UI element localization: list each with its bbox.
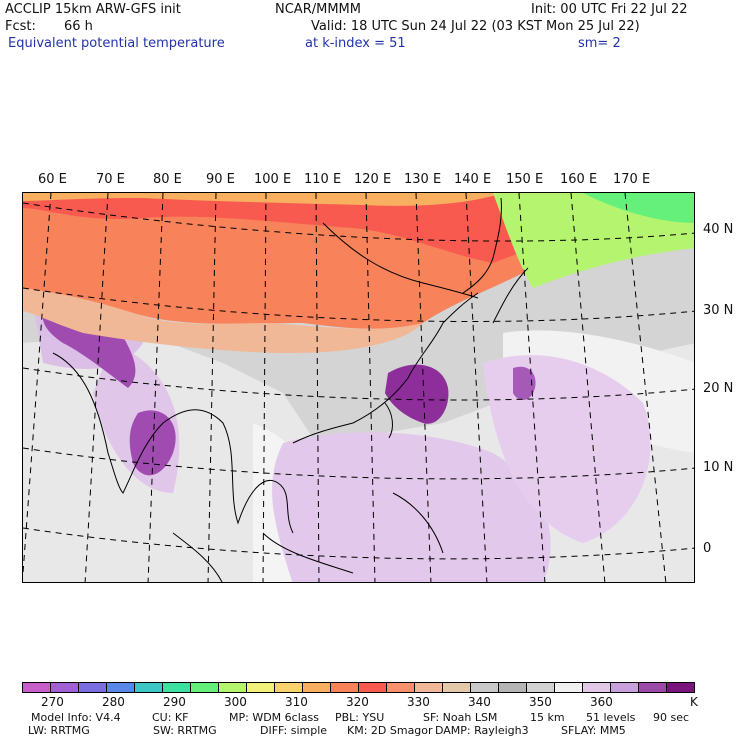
lon-label: 160 E bbox=[560, 172, 598, 187]
valid-time: Valid: 18 UTC Sun 24 Jul 22 (03 KST Mon … bbox=[311, 19, 640, 34]
colorbar-swatch bbox=[387, 683, 415, 692]
colorbar-tick: 270 bbox=[41, 695, 64, 709]
colorbar-swatch bbox=[107, 683, 135, 692]
colorbar-unit: K bbox=[690, 695, 698, 709]
colorbar-swatch bbox=[135, 683, 163, 692]
colorbar-swatch bbox=[471, 683, 499, 692]
colorbar-swatch bbox=[359, 683, 387, 692]
model-info-item: 15 km bbox=[530, 711, 565, 724]
colorbar-swatch bbox=[275, 683, 303, 692]
colorbar-tick: 350 bbox=[529, 695, 552, 709]
field-lavender-region bbox=[483, 355, 651, 543]
field-purple-max bbox=[129, 410, 176, 476]
lat-label: 40 N bbox=[703, 222, 734, 237]
colorbar-swatch bbox=[219, 683, 247, 692]
colorbar-swatch bbox=[303, 683, 331, 692]
init-time: Init: 00 UTC Fri 22 Jul 22 bbox=[531, 2, 688, 17]
lon-label: 60 E bbox=[38, 172, 67, 187]
lon-label: 120 E bbox=[354, 172, 392, 187]
lon-label: 70 E bbox=[96, 172, 125, 187]
forecast-hours: 66 h bbox=[64, 19, 93, 34]
lon-label: 150 E bbox=[506, 172, 544, 187]
colorbar-swatch bbox=[611, 683, 639, 692]
colorbar-tick: 300 bbox=[224, 695, 247, 709]
coastlines bbox=[52, 197, 529, 582]
colorbar-tick: 340 bbox=[468, 695, 491, 709]
model-info-item: MP: WDM 6class bbox=[229, 711, 319, 724]
colorbar-tick: 320 bbox=[346, 695, 369, 709]
lon-label: 170 E bbox=[613, 172, 651, 187]
level-label: at k-index = 51 bbox=[305, 36, 406, 51]
model-info-item: SF: Noah LSM bbox=[423, 711, 498, 724]
colorbar-swatch bbox=[499, 683, 527, 692]
field-purple-max bbox=[385, 364, 449, 424]
graticule bbox=[23, 193, 694, 582]
model-info-item: 51 levels bbox=[586, 711, 636, 724]
model-info-item: CU: KF bbox=[152, 711, 189, 724]
colorbar-swatch bbox=[583, 683, 611, 692]
colorbar-swatch bbox=[247, 683, 275, 692]
model-info-item: SFLAY: MM5 bbox=[561, 724, 626, 737]
model-info-item: SW: RRTMG bbox=[153, 724, 217, 737]
colorbar-swatch bbox=[415, 683, 443, 692]
model-info-item: DAMP: Rayleigh3 bbox=[435, 724, 529, 737]
lat-label: 0 bbox=[703, 541, 712, 556]
model-title: ACCLIP 15km ARW-GFS init bbox=[5, 2, 181, 17]
colorbar-swatch bbox=[23, 683, 51, 692]
colorbar-tick: 360 bbox=[590, 695, 613, 709]
colorbar-swatch bbox=[51, 683, 79, 692]
field-orange-edge bbox=[23, 193, 503, 206]
field-green-region bbox=[493, 193, 694, 288]
model-info-item: LW: RRTMG bbox=[28, 724, 90, 737]
lat-label: 10 N bbox=[703, 460, 734, 475]
smoothing-label: sm= 2 bbox=[578, 36, 621, 51]
lon-label: 100 E bbox=[254, 172, 292, 187]
org-label: NCAR/MMMM bbox=[275, 2, 361, 17]
model-info-item: PBL: YSU bbox=[335, 711, 385, 724]
colorbar-swatch bbox=[527, 683, 555, 692]
colorbar-tick: 280 bbox=[102, 695, 125, 709]
colorbar-tick: 330 bbox=[407, 695, 430, 709]
colorbar-tick: 310 bbox=[285, 695, 308, 709]
colorbar-swatch bbox=[331, 683, 359, 692]
forecast-label: Fcst: bbox=[5, 19, 36, 34]
colorbar-swatch bbox=[555, 683, 583, 692]
colorbar-tick: 290 bbox=[163, 695, 186, 709]
field-name: Equivalent potential temperature bbox=[8, 36, 225, 51]
field-purple-max bbox=[513, 366, 536, 400]
model-info-item: 90 sec bbox=[653, 711, 690, 724]
colorbar-swatch bbox=[191, 683, 219, 692]
model-info-item: Model Info: V4.4 bbox=[31, 711, 121, 724]
colorbar-swatch bbox=[639, 683, 667, 692]
lat-label: 30 N bbox=[703, 303, 734, 318]
model-info-item: KM: 2D Smagor bbox=[347, 724, 433, 737]
lon-label: 130 E bbox=[404, 172, 442, 187]
field-peach-band bbox=[23, 288, 423, 353]
colorbar-swatch bbox=[443, 683, 471, 692]
map-panel bbox=[22, 192, 695, 583]
lon-label: 140 E bbox=[454, 172, 492, 187]
field-green-core bbox=[583, 193, 694, 223]
theta-e-map bbox=[23, 193, 694, 582]
lon-label: 90 E bbox=[206, 172, 235, 187]
colorbar-swatch bbox=[667, 683, 694, 692]
lon-label: 110 E bbox=[304, 172, 342, 187]
colorbar-swatch bbox=[163, 683, 191, 692]
model-info-item: DIFF: simple bbox=[260, 724, 328, 737]
colorbar-swatch bbox=[79, 683, 107, 692]
lon-label: 80 E bbox=[153, 172, 182, 187]
colorbar bbox=[22, 682, 695, 693]
lat-label: 20 N bbox=[703, 381, 734, 396]
